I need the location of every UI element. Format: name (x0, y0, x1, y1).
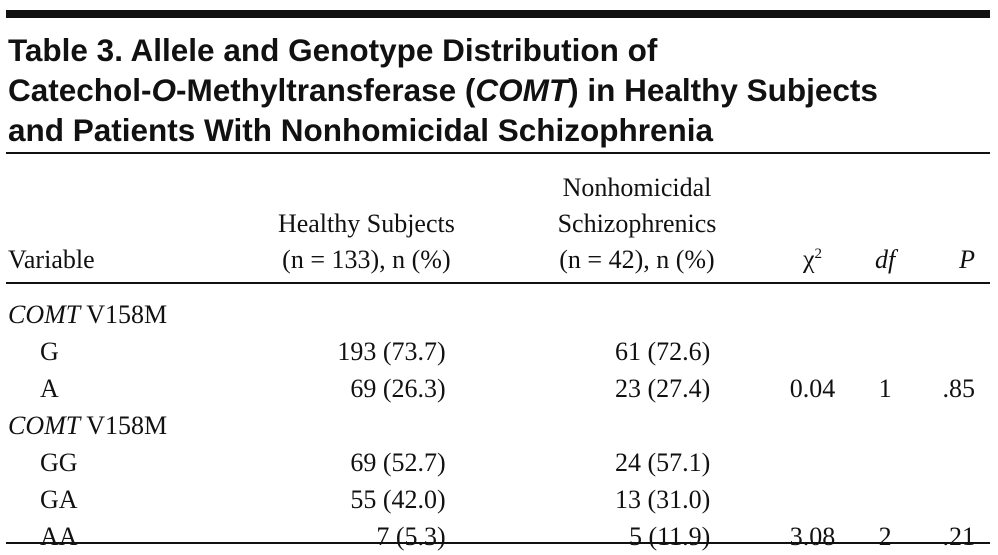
title-text: COMT (475, 72, 569, 108)
title-text: and Patients With Nonhomicidal Schizophr… (8, 112, 714, 148)
header-text: P (959, 245, 975, 274)
title-rule (6, 152, 990, 154)
header-cell: df (859, 156, 912, 290)
cell: 23 (27.4) (614, 373, 711, 403)
cell: 69 (26.3) (350, 373, 446, 403)
row: G 193 (73.7) 61 (72.6) (6, 333, 990, 370)
section-row: COMT V158M (6, 407, 990, 444)
cell: 0.04 (789, 373, 836, 403)
cell: 193 (73.7) (337, 336, 446, 366)
variant: V158M (86, 299, 168, 329)
header-line: (n = 133), n (%) (282, 245, 451, 274)
cell: A (40, 373, 59, 403)
title-line: and Patients With Nonhomicidal Schizophr… (8, 110, 992, 150)
header-cell: Nonhomicidal Schizophrenics (n = 42), n (%… (508, 156, 767, 290)
title-text: ) in Healthy Subjects (568, 72, 878, 108)
header-line: (n = 42), n (%) (559, 245, 715, 274)
bottom-rule (6, 542, 990, 544)
header-line: Nonhomicidal (562, 173, 712, 202)
row: GG 69 (52.7) 24 (57.1) (6, 444, 990, 481)
header-rule (6, 282, 990, 284)
title-line: Catechol-O-Methyltransferase (COMT) in H… (8, 70, 992, 110)
cell: .21 (942, 521, 976, 551)
cell: 2 (878, 521, 892, 551)
top-rule (6, 10, 990, 18)
title-text: Table 3. Allele and Genotype Distributio… (8, 32, 658, 68)
cell: .85 (942, 373, 976, 403)
header-line: Healthy Subjects (277, 209, 455, 238)
cell: 3.08 (789, 521, 836, 551)
row: AA 7 (5.3) 5 (11.9) 3.08 2 .21 (6, 518, 990, 555)
cell: G (40, 336, 59, 366)
cell: 5 (11.9) (628, 521, 711, 551)
title-line: Table 3. Allele and Genotype Distributio… (8, 30, 992, 70)
title-text: -Methyltransferase ( (176, 72, 476, 108)
data-table: Variable Healthy Subjects (n = 133), n (%… (6, 156, 990, 555)
header-text: df (875, 245, 896, 274)
header-line: Schizophrenics (557, 209, 717, 238)
header-row: Variable Healthy Subjects (n = 133), n (%… (6, 156, 990, 290)
variant: V158M (86, 410, 168, 440)
header-cell: Variable (8, 245, 95, 274)
cell: GA (40, 484, 78, 514)
table-title: Table 3. Allele and Genotype Distributio… (8, 30, 992, 150)
cell: 1 (878, 373, 892, 403)
row: GA 55 (42.0) 13 (31.0) (6, 481, 990, 518)
section-cell: COMT V158M (6, 407, 990, 444)
title-text: O (151, 72, 177, 108)
cell: AA (40, 521, 78, 551)
cell: 13 (31.0) (614, 484, 711, 514)
header-cell: P (912, 156, 990, 290)
header-text: χ (803, 245, 815, 274)
title-text: Catechol- (8, 72, 152, 108)
cell: 7 (5.3) (376, 521, 446, 551)
cell: 24 (57.1) (614, 447, 711, 477)
header-text: 2 (814, 246, 823, 263)
cell: 61 (72.6) (614, 336, 711, 366)
gene: COMT (8, 299, 81, 329)
cell: 69 (52.7) (350, 447, 446, 477)
row: A 69 (26.3) 23 (27.4) 0.04 1 .85 (6, 370, 990, 407)
gene: COMT (8, 410, 81, 440)
section-cell: COMT V158M (6, 296, 990, 333)
section-row: COMT V158M (6, 296, 990, 333)
cell: GG (40, 447, 78, 477)
header-cell: χ2 (766, 156, 858, 290)
cell: 55 (42.0) (350, 484, 446, 514)
header-cell: Healthy Subjects (n = 133), n (%) (225, 156, 508, 290)
